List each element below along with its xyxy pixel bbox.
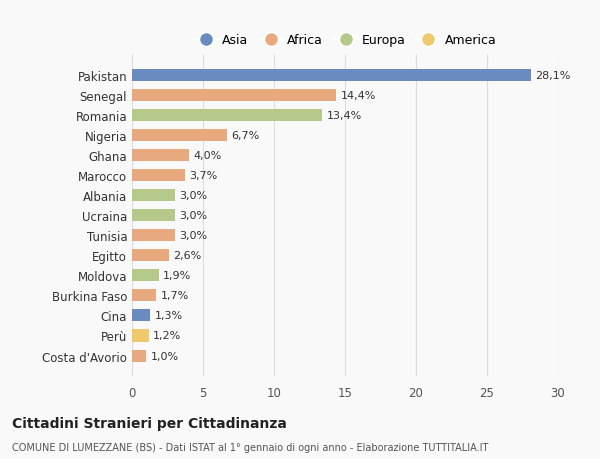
- Text: 13,4%: 13,4%: [326, 111, 362, 121]
- Text: 1,3%: 1,3%: [155, 311, 183, 321]
- Text: 14,4%: 14,4%: [341, 91, 376, 101]
- Bar: [132, 210, 175, 222]
- Text: 3,0%: 3,0%: [179, 211, 207, 221]
- Bar: [132, 90, 337, 102]
- Bar: [132, 310, 151, 322]
- Text: Cittadini Stranieri per Cittadinanza: Cittadini Stranieri per Cittadinanza: [12, 416, 287, 430]
- Text: 1,7%: 1,7%: [160, 291, 188, 301]
- Bar: [132, 350, 146, 362]
- Text: 3,7%: 3,7%: [189, 171, 217, 181]
- Text: COMUNE DI LUMEZZANE (BS) - Dati ISTAT al 1° gennaio di ogni anno - Elaborazione : COMUNE DI LUMEZZANE (BS) - Dati ISTAT al…: [12, 442, 488, 452]
- Text: 1,2%: 1,2%: [154, 331, 182, 341]
- Bar: [132, 170, 185, 182]
- Text: 1,0%: 1,0%: [151, 351, 179, 361]
- Bar: [132, 230, 175, 242]
- Bar: [132, 190, 175, 202]
- Bar: [132, 290, 156, 302]
- Bar: [132, 250, 169, 262]
- Bar: [132, 330, 149, 342]
- Text: 6,7%: 6,7%: [232, 131, 260, 141]
- Text: 28,1%: 28,1%: [535, 71, 571, 81]
- Bar: [132, 270, 159, 282]
- Text: 2,6%: 2,6%: [173, 251, 202, 261]
- Text: 1,9%: 1,9%: [163, 271, 191, 281]
- Text: 3,0%: 3,0%: [179, 191, 207, 201]
- Bar: [132, 130, 227, 142]
- Text: 4,0%: 4,0%: [193, 151, 221, 161]
- Text: 3,0%: 3,0%: [179, 231, 207, 241]
- Legend: Asia, Africa, Europa, America: Asia, Africa, Europa, America: [188, 29, 502, 52]
- Bar: [132, 150, 189, 162]
- Bar: [132, 110, 322, 122]
- Bar: [132, 70, 531, 82]
